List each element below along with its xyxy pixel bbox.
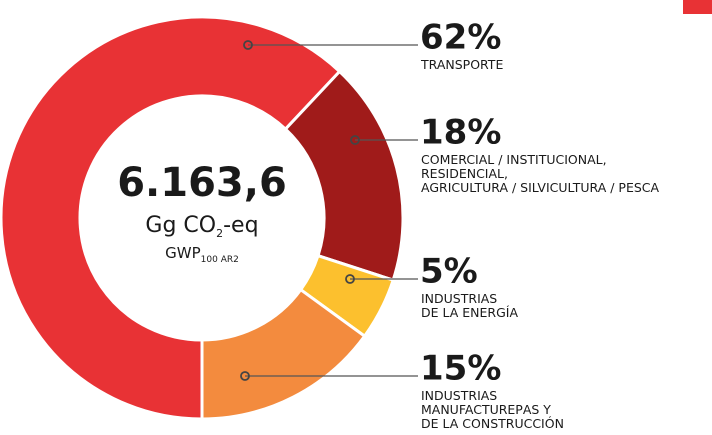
category-label: INDUSTRIAS	[421, 291, 497, 306]
metric-text: GWP	[165, 244, 201, 262]
category-label: INDUSTRIAS	[421, 388, 497, 403]
unit-text: -eq	[223, 213, 258, 238]
connector-dot	[345, 274, 355, 284]
category-label: COMERCIAL / INSTITUCIONAL,	[421, 152, 607, 167]
metric-sub: 100 AR2	[201, 255, 239, 265]
percent-label: 18%	[420, 113, 501, 153]
percent-label: 15%	[420, 349, 501, 389]
category-label: DE LA ENERGÍA	[421, 305, 518, 320]
center-metric: GWP100 AR2	[165, 244, 239, 265]
connector-dot	[243, 40, 253, 50]
category-label: AGRICULTURA / SILVICULTURA / PESCA	[421, 180, 660, 195]
center-unit: Gg CO2-eq	[145, 213, 258, 240]
connector-dot	[350, 135, 360, 145]
category-label: RESIDENCIAL,	[421, 166, 508, 181]
donut-segment	[283, 69, 405, 283]
unit-sub: 2	[216, 227, 223, 240]
percent-label: 62%	[420, 18, 501, 58]
category-label: TRANSPORTE	[420, 57, 503, 72]
category-label: DE LA CONSTRUCCIÓN	[421, 416, 564, 431]
center-total: 6.163,6	[117, 160, 287, 206]
donut-segment	[0, 15, 342, 421]
connector-dot	[240, 371, 250, 381]
corner-badge	[683, 0, 712, 14]
unit-text: Gg CO	[145, 213, 216, 238]
percent-label: 5%	[420, 252, 478, 292]
category-label: MANUFACTUREРAS Y	[421, 402, 551, 417]
